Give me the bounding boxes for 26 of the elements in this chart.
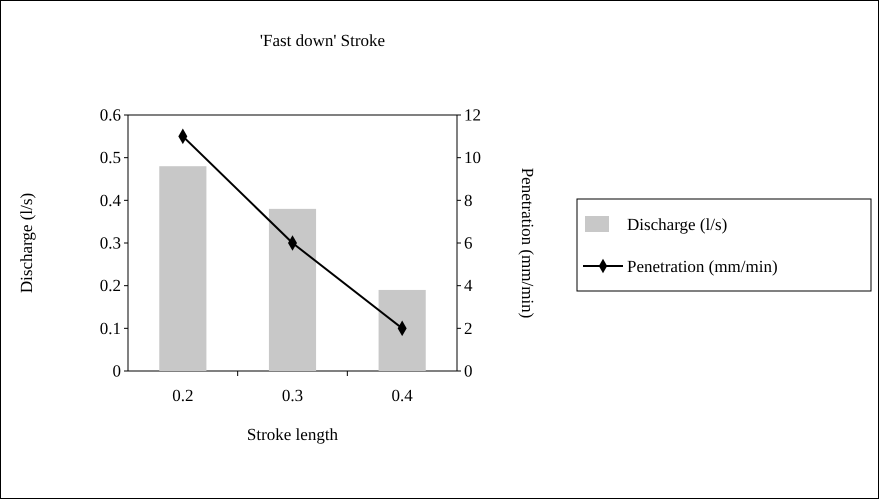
y-tick-label: 0.1 [100, 318, 121, 338]
y-axis-title: Discharge (l/s) [17, 192, 36, 294]
y-tick-label: 0.3 [100, 233, 121, 252]
bar [159, 166, 206, 371]
x-axis-title: Stroke length [246, 425, 339, 444]
x-tick-label: 0.3 [282, 386, 304, 406]
y-tick-label: 0.6 [100, 105, 121, 124]
y-tick-label: 0.4 [100, 190, 122, 210]
y2-axis-title: Penetration (mm/min) [518, 168, 537, 318]
y2-tick-label: 4 [464, 276, 473, 296]
y-tick-label: 0 [112, 361, 121, 380]
x-tick-label: 0.2 [172, 386, 194, 406]
chart-title: 'Fast down' Stroke [260, 31, 386, 50]
y2-tick-label: 2 [464, 318, 472, 338]
bar [378, 290, 426, 371]
y2-tick-label: 8 [464, 190, 472, 210]
y2-tick-label: 10 [464, 148, 481, 168]
legend-label: Penetration (mm/min) [627, 257, 778, 276]
y2-tick-label: 0 [464, 361, 472, 380]
x-tick-label: 0.4 [392, 386, 414, 406]
y2-tick-label: 12 [464, 105, 481, 124]
y-tick-label: 0.2 [100, 276, 121, 296]
bar [268, 208, 316, 371]
y-tick-label: 0.5 [100, 148, 121, 168]
legend-label: Discharge (l/s) [627, 215, 728, 234]
y2-tick-label: 6 [464, 233, 472, 252]
